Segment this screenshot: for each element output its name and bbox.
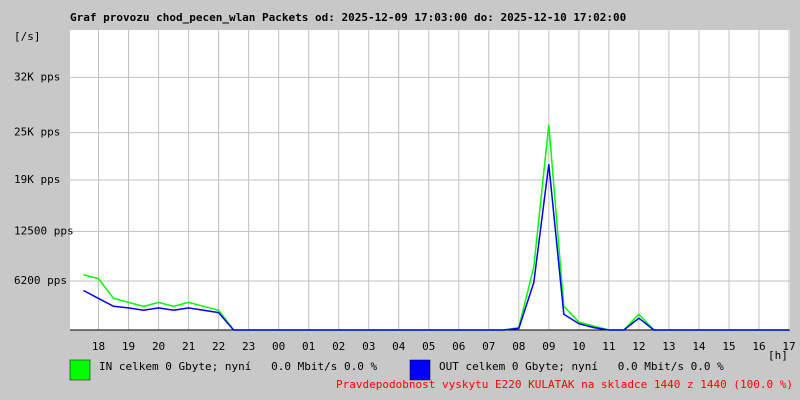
x-tick-label: 06 <box>452 340 465 353</box>
x-tick-label: 03 <box>362 340 375 353</box>
x-tick-label: 01 <box>302 340 315 353</box>
y-unit: [/s] <box>14 30 41 43</box>
y-tick-label: 32K pps <box>14 70 60 83</box>
x-tick-label: 02 <box>332 340 345 353</box>
y-tick-label: 6200 pps <box>14 274 67 287</box>
x-tick-label: 22 <box>212 340 225 353</box>
x-tick-label: 19 <box>122 340 135 353</box>
x-tick-label: 04 <box>392 340 406 353</box>
x-unit: [h] <box>768 349 788 362</box>
x-tick-label: 21 <box>182 340 195 353</box>
data-line <box>83 164 789 331</box>
x-tick-label: 05 <box>422 340 435 353</box>
x-tick-label: 12 <box>632 340 645 353</box>
y-tick-label: 12500 pps <box>14 224 74 237</box>
x-tick-label: 13 <box>662 340 675 353</box>
x-tick-label: 20 <box>152 340 165 353</box>
x-tick-label: 07 <box>482 340 495 353</box>
x-tick-label: 10 <box>572 340 585 353</box>
x-tick-label: 11 <box>602 340 615 353</box>
legend-label: OUT celkem 0 Gbyte; nyní 0.0 Mbit/s 0.0 … <box>439 360 724 373</box>
legend-swatch <box>409 359 431 381</box>
chart-title: Graf provozu chod_pecen_wlan Packets od:… <box>70 11 626 24</box>
legend-swatch <box>69 359 91 381</box>
y-tick-label: 25K pps <box>14 126 60 139</box>
x-tick-label: 16 <box>752 340 765 353</box>
x-tick-label: 23 <box>242 340 255 353</box>
x-tick-label: 18 <box>92 340 105 353</box>
footer: Pravdepodobnost vyskytu E220 KULATAK na … <box>336 378 793 391</box>
x-tick-label: 15 <box>722 340 735 353</box>
x-tick-label: 14 <box>692 340 706 353</box>
legend-label: IN celkem 0 Gbyte; nyní 0.0 Mbit/s 0.0 % <box>99 360 378 373</box>
x-tick-label: 08 <box>512 340 525 353</box>
x-tick-label: 17 <box>782 340 795 353</box>
x-tick-label: 00 <box>272 340 285 353</box>
y-tick-label: 19K pps <box>14 173 60 186</box>
x-tick-label: 09 <box>542 340 555 353</box>
